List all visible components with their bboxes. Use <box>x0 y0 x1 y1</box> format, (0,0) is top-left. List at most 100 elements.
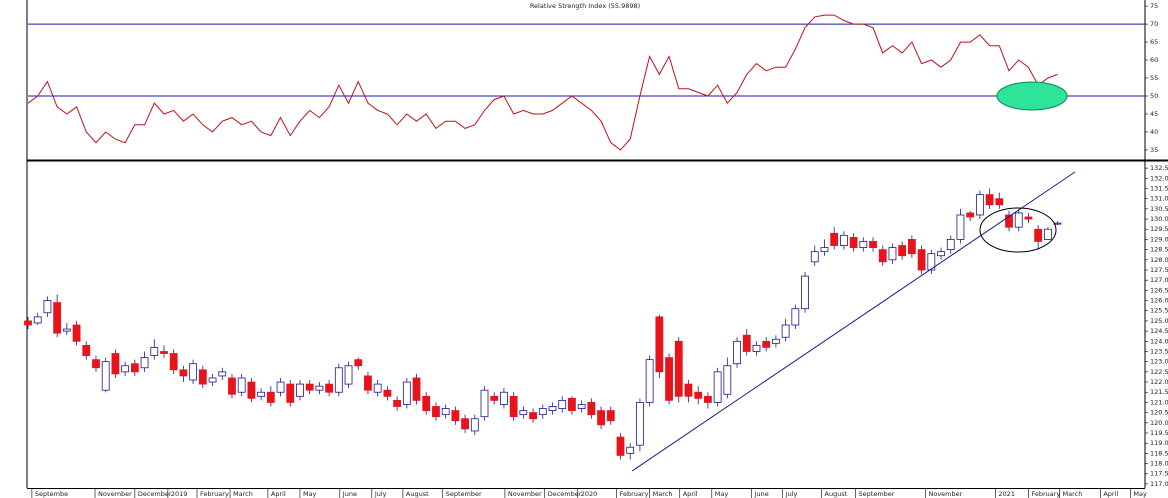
candle-body <box>878 249 887 263</box>
candle-body <box>1034 228 1043 242</box>
candle-body <box>470 418 479 432</box>
x-tick-label: May <box>1133 490 1147 498</box>
candle-body <box>849 236 858 248</box>
candle-body <box>519 410 528 416</box>
y-tick-label: 118.0 <box>1150 460 1168 468</box>
x-tick-label: 2021 <box>998 490 1015 498</box>
candle-body <box>208 377 217 383</box>
y-tick-label: 129.5 <box>1150 225 1168 233</box>
candle-body <box>694 391 703 399</box>
y-tick-label: 117.5 <box>1150 470 1168 478</box>
candle-body <box>373 383 382 393</box>
y-tick-label: 60 <box>1150 56 1158 64</box>
candle-body <box>160 351 168 354</box>
highlight-circle <box>979 207 1057 253</box>
candle-body <box>946 239 955 251</box>
y-tick-label: 128.0 <box>1150 256 1168 264</box>
y-tick-label: 119.5 <box>1150 429 1168 437</box>
y-tick-label: 129.0 <box>1150 235 1168 243</box>
candle-body <box>354 359 363 367</box>
candle-body <box>237 377 246 393</box>
candle-body <box>111 353 120 375</box>
candle-body <box>1024 216 1033 220</box>
y-tick-label: 122.5 <box>1150 368 1168 376</box>
candle-body <box>839 234 848 246</box>
y-tick-label: 120.0 <box>1150 419 1168 427</box>
candle-body <box>645 359 654 403</box>
y-tick-label: 130.0 <box>1150 215 1168 223</box>
y-tick-label: 124.0 <box>1150 337 1168 345</box>
y-tick-label: 125.5 <box>1150 307 1168 315</box>
candle-body <box>830 232 839 246</box>
candle-body <box>198 369 207 385</box>
y-tick-label: 65 <box>1150 38 1158 46</box>
x-tick-label: November <box>508 490 542 498</box>
candle-body <box>917 249 926 271</box>
y-tick-label: 127.5 <box>1150 266 1168 274</box>
candle-body <box>266 391 275 403</box>
y-tick-label: 35 <box>1150 146 1158 154</box>
candle-body <box>810 251 819 263</box>
candle-body <box>801 275 809 310</box>
candle-body <box>315 385 324 391</box>
candle-body <box>859 241 868 248</box>
candle-body <box>62 328 71 332</box>
y-tick-label: 128.5 <box>1150 246 1168 254</box>
x-tick-label: September <box>446 490 482 498</box>
candle-body <box>82 344 91 356</box>
candle-body <box>461 418 469 430</box>
rsi-highlight <box>996 81 1068 111</box>
candle-body <box>393 399 401 407</box>
y-tick-label: 121.0 <box>1150 398 1168 406</box>
candle-body <box>558 399 567 409</box>
candle-body <box>606 410 615 422</box>
x-tick-label: July <box>785 490 798 498</box>
candle-body <box>684 383 693 397</box>
candle-body <box>24 320 32 326</box>
y-tick-label: 132.5 <box>1150 164 1168 172</box>
candle-body <box>966 212 975 218</box>
candle-body <box>247 381 256 399</box>
candle-body <box>577 404 586 409</box>
candle-body <box>325 383 334 393</box>
x-tick-label: July <box>374 490 387 498</box>
candle-body <box>636 402 644 446</box>
x-tick-label: March <box>1063 490 1083 498</box>
candle-body <box>587 402 596 416</box>
plot-layer: 35 40 45 50 55 60 65 70 75 117.0 117.5 118.0 118.5 11… <box>24 2 1168 498</box>
candle-body <box>130 363 139 373</box>
y-tick-label: 122.0 <box>1150 378 1168 386</box>
y-tick-label: 126.5 <box>1150 286 1168 294</box>
y-tick-label: 125.0 <box>1150 317 1168 325</box>
x-tick-label: May <box>715 490 729 498</box>
candle-body <box>296 383 304 397</box>
candle-body <box>383 389 392 397</box>
candle-body <box>907 239 916 255</box>
candle-body <box>752 344 761 352</box>
y-tick-label: 132.0 <box>1150 174 1168 182</box>
x-tick-label: March <box>653 490 673 498</box>
x-tick-label: February <box>620 490 649 498</box>
candle-body <box>509 395 518 418</box>
y-tick-label: 117.0 <box>1150 480 1168 488</box>
candle-body <box>179 369 188 377</box>
candle-body <box>441 408 450 416</box>
y-tick-label: 131.0 <box>1150 195 1168 203</box>
candle-body <box>665 357 673 401</box>
candle-body <box>402 381 411 405</box>
candle-body <box>412 377 421 401</box>
candle-body <box>597 410 605 426</box>
x-tick-label: February <box>1031 490 1060 498</box>
x-tick-label: December <box>548 490 582 498</box>
candle-body <box>33 316 42 324</box>
candle-body <box>53 302 62 334</box>
candle-body <box>451 410 460 422</box>
x-tick-label: August <box>406 490 429 498</box>
candle-body <box>568 397 576 411</box>
candle-body <box>742 334 751 352</box>
y-tick-label: 123.0 <box>1150 358 1168 366</box>
candle-body <box>43 300 52 314</box>
candle-body <box>616 436 625 456</box>
